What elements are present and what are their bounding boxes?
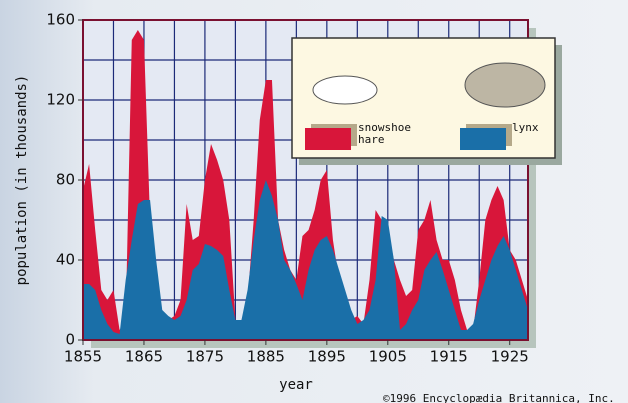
y-tick-label: 120	[46, 91, 75, 109]
legend-swatch	[305, 128, 351, 150]
credit: ©1996 Encyclopædia Britannica, Inc.	[383, 392, 615, 403]
lynx-icon	[465, 63, 545, 107]
x-tick-label: 1895	[308, 348, 346, 366]
legend-label-box: snowshoe hare	[358, 122, 420, 152]
page: {"chart_data": {"type": "area", "xlabel"…	[0, 0, 628, 403]
x-axis-label: year	[279, 377, 313, 393]
x-tick-label: 1865	[125, 348, 163, 366]
y-axis-label: population (in thousands)	[14, 75, 30, 286]
x-tick-label: 1885	[247, 348, 285, 366]
legend-swatch	[460, 128, 506, 150]
y-tick-label: 80	[56, 171, 75, 189]
legend-label: lynx	[512, 122, 574, 134]
x-tick-label: 1905	[369, 348, 407, 366]
hare-icon	[313, 76, 377, 104]
chart: snowshoe hare lynx population (in thousan…	[0, 0, 628, 403]
y-tick-label: 160	[46, 11, 75, 29]
x-tick-label: 1855	[64, 348, 102, 366]
y-tick-label: 0	[65, 331, 75, 349]
x-tick-label: 1915	[430, 348, 468, 366]
x-tick-label: 1875	[186, 348, 224, 366]
legend: snowshoe hare lynx	[292, 38, 574, 165]
y-tick-label: 40	[56, 251, 75, 269]
legend-label: snowshoe hare	[358, 122, 420, 146]
x-tick-label: 1925	[491, 348, 529, 366]
legend-label-box: lynx	[512, 122, 574, 152]
